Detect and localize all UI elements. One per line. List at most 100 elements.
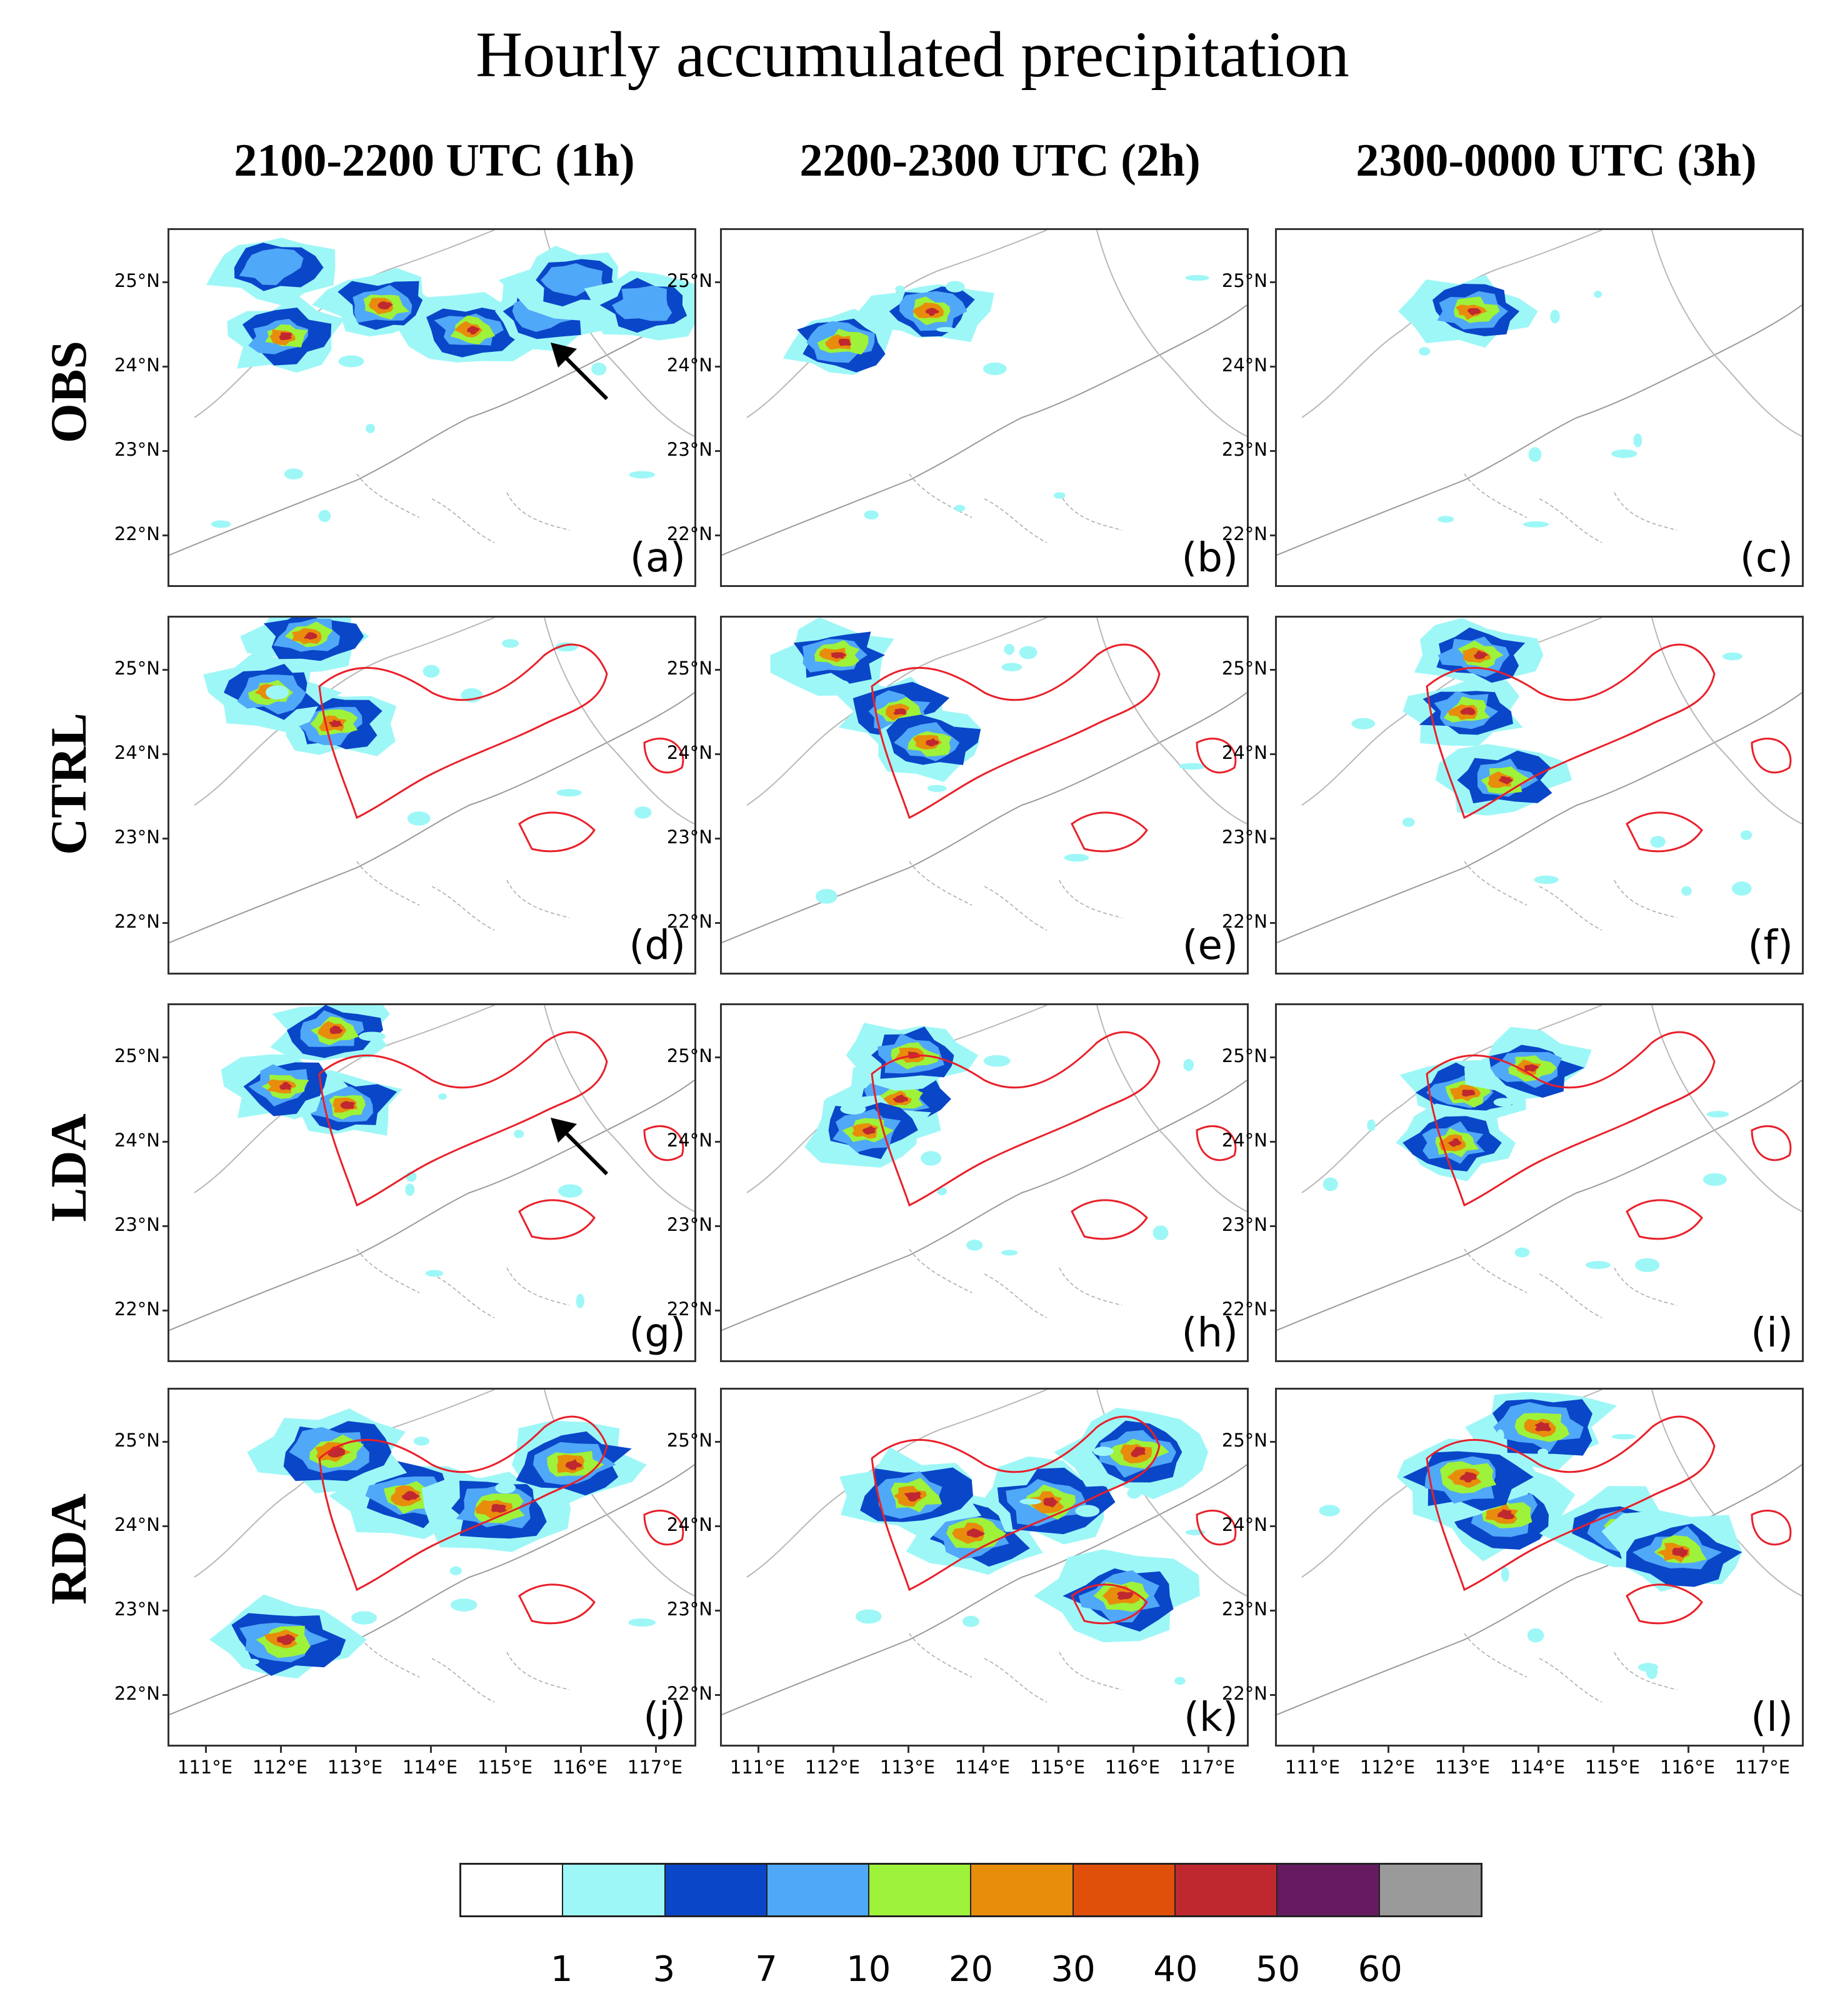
obs-contour-line — [1071, 1199, 1148, 1240]
latitude-tick — [162, 450, 169, 452]
latitude-tick — [1270, 1310, 1276, 1311]
obs-contour-line — [318, 1031, 608, 1207]
latitude-label: 22°N — [114, 1298, 160, 1320]
precip-fragment — [338, 355, 364, 368]
precip-fragment — [451, 1598, 478, 1612]
precip-fragment — [514, 1130, 524, 1138]
latitude-label: 24°N — [1221, 354, 1268, 376]
latitude-tick — [715, 1525, 721, 1527]
latitude-label: 22°N — [114, 523, 160, 544]
precip-fragment — [1127, 1488, 1141, 1499]
precip-fragment — [1019, 1498, 1042, 1505]
precip-contour-fill — [612, 285, 672, 321]
colorbar-segment — [1278, 1865, 1380, 1915]
obs-contour-line — [643, 1125, 684, 1161]
coastal-islands — [909, 1248, 1122, 1318]
precip-fragment — [1550, 309, 1560, 324]
latitude-label: 23°N — [666, 1214, 712, 1235]
latitude-label: 23°N — [114, 1598, 160, 1620]
longitude-tick — [1762, 1745, 1764, 1753]
colorbar-label: 40 — [1153, 1949, 1198, 1990]
precip-fragment — [1064, 853, 1089, 862]
coastal-islands — [909, 1633, 1122, 1703]
colorbar-segment — [1176, 1865, 1278, 1915]
obs-contour-line — [1751, 738, 1792, 774]
precip-fragment — [1501, 1567, 1509, 1582]
precip-fragment — [1179, 763, 1206, 770]
obs-contour-line — [1626, 1199, 1703, 1240]
precip-fragment — [921, 1151, 942, 1166]
precip-contour-fill — [1672, 1547, 1689, 1558]
precip-fragment — [1706, 1111, 1729, 1118]
precip-contour-fill — [1498, 1509, 1515, 1520]
longitude-label: 113°E — [879, 1757, 936, 1778]
map-panel: (i) — [1275, 1003, 1804, 1362]
colorbar-segment — [1379, 1865, 1481, 1915]
latitude-label: 24°N — [1221, 1130, 1268, 1151]
latitude-label: 23°N — [114, 826, 160, 848]
precip-contour-fill — [1116, 1592, 1134, 1600]
precip-contour-fill — [340, 1101, 356, 1110]
latitude-tick — [1270, 1225, 1276, 1227]
precip-fragment — [966, 1240, 983, 1251]
panel-label: (i) — [1751, 1310, 1793, 1357]
coastline — [1277, 304, 1802, 556]
province-border — [1651, 1005, 1802, 1212]
precip-fragment — [495, 1482, 516, 1494]
precip-contour-fill — [491, 1503, 507, 1513]
precip-contour-fill — [279, 1081, 292, 1090]
precip-fragment — [954, 504, 966, 512]
colorbar-segment — [1073, 1865, 1176, 1915]
precip-fragment — [1650, 836, 1666, 848]
latitude-tick — [715, 838, 721, 840]
latitude-tick — [715, 1141, 721, 1143]
precip-fragment — [1075, 1505, 1100, 1517]
latitude-tick — [1270, 366, 1276, 368]
precip-fragment — [366, 423, 376, 433]
precip-fragment — [946, 281, 965, 293]
latitude-label: 23°N — [1221, 1598, 1268, 1620]
latitude-tick — [162, 838, 169, 840]
longitude-label: 114°E — [1509, 1757, 1566, 1778]
precip-fragment — [983, 362, 1007, 376]
latitude-tick — [162, 534, 169, 536]
coastal-islands — [356, 473, 570, 543]
longitude-tick — [580, 1745, 582, 1753]
precip-fragment — [1527, 1628, 1544, 1643]
precip-fragment — [1702, 1173, 1728, 1186]
longitude-tick — [908, 1745, 909, 1753]
precip-contour-fill — [1460, 707, 1476, 715]
colorbar-label: 1 — [550, 1949, 573, 1990]
longitude-tick — [1132, 1745, 1134, 1753]
precip-fragment — [895, 285, 905, 293]
precip-map — [1277, 1390, 1802, 1715]
colorbar-segment — [665, 1865, 768, 1915]
precip-fragment — [318, 509, 331, 523]
precip-fragment — [1185, 274, 1209, 281]
precip-contour-fill — [303, 632, 318, 639]
province-border — [1096, 618, 1247, 825]
longitude-tick — [1388, 1745, 1389, 1753]
province-border — [1651, 1390, 1802, 1597]
precip-fragment — [962, 1615, 980, 1627]
colorbar-label: 10 — [846, 1949, 891, 1990]
longitude-tick — [1612, 1745, 1614, 1753]
coastal-islands — [356, 1248, 570, 1318]
precip-fragment — [936, 327, 956, 333]
precip-fragment — [1438, 516, 1454, 523]
latitude-label: 22°N — [666, 1683, 712, 1704]
latitude-tick — [1270, 753, 1276, 755]
precip-fragment — [1722, 652, 1742, 661]
longitude-label: 113°E — [327, 1757, 383, 1778]
obs-contour-line — [871, 1415, 1161, 1592]
precip-fragment — [1732, 881, 1752, 896]
precip-contour-fill — [926, 738, 939, 746]
precip-fragment — [556, 789, 582, 797]
precip-map — [169, 618, 694, 943]
province-border — [1651, 230, 1802, 437]
precip-fragment — [1740, 830, 1752, 840]
panel-label: (a) — [629, 535, 686, 581]
latitude-label: 24°N — [666, 354, 712, 376]
precip-map — [722, 230, 1247, 556]
precip-fragment — [983, 1055, 1011, 1067]
